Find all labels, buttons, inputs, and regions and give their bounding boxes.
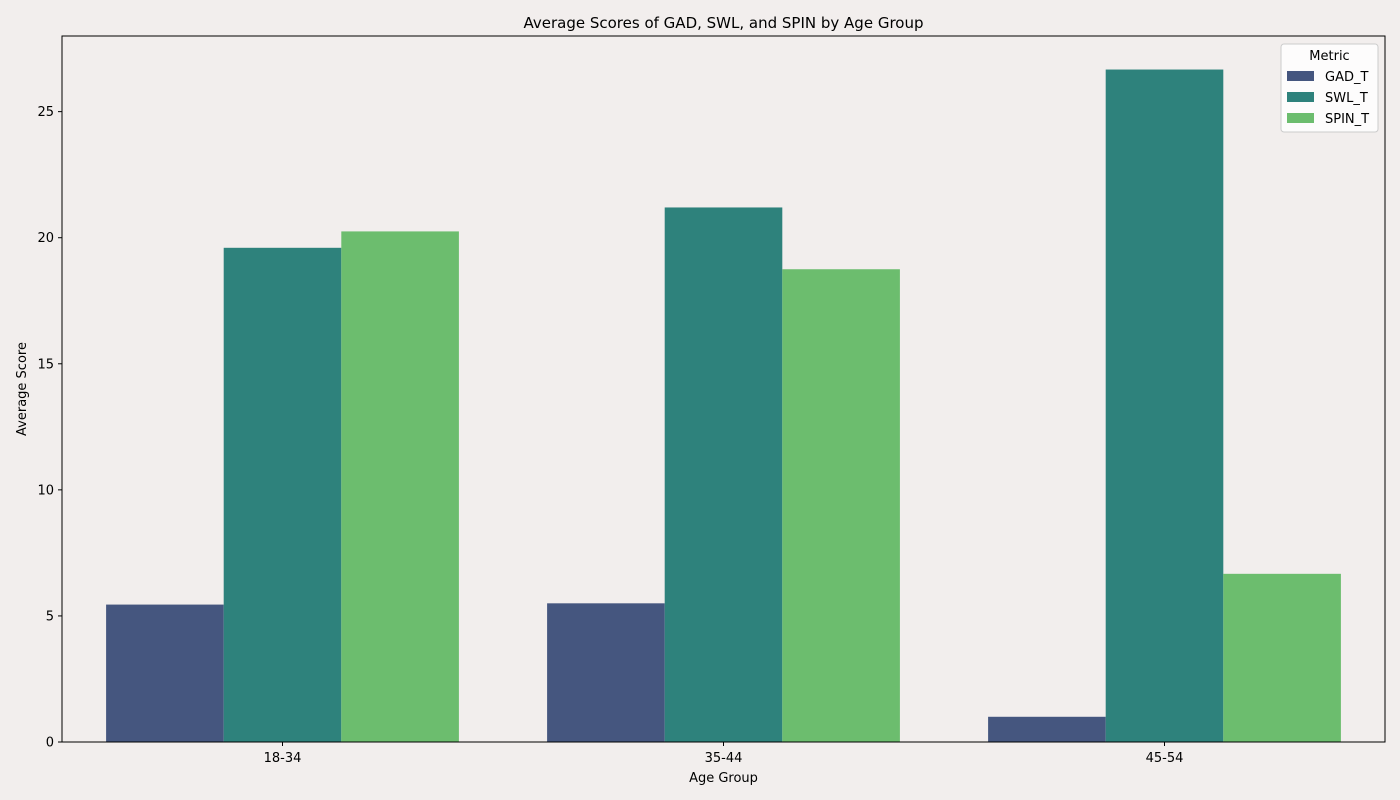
x-axis: 18-34 35-44 45-54 (264, 742, 1184, 766)
bar-spin-t-18-34 (341, 231, 459, 743)
y-tick-label: 0 (46, 736, 54, 751)
bar-gad-t-35-44 (547, 603, 665, 742)
legend: Metric GAD_T SWL_T SPIN_T (1280, 43, 1379, 133)
plot-frame (61, 35, 1386, 743)
legend-box (1280, 43, 1379, 133)
legend-label-gad-t: GAD_T (1325, 70, 1368, 85)
y-tick-label: 10 (37, 483, 54, 498)
bar-swl-t-35-44 (664, 207, 783, 742)
legend-label-swl-t: SWL_T (1325, 91, 1368, 106)
legend-swatch-swl-t (1287, 92, 1314, 102)
bar-swl-t-45-54 (1105, 69, 1224, 742)
bar-gad-t-45-54 (988, 716, 1106, 742)
y-axis-label: Average Score (15, 342, 30, 436)
legend-swatch-gad-t (1287, 71, 1314, 81)
x-tick-label: 18-34 (264, 751, 302, 766)
x-axis-label: Age Group (689, 771, 758, 786)
bar-swl-t-18-34 (223, 247, 342, 743)
bar-gad-t-18-34 (106, 604, 224, 742)
legend-swatch-spin-t (1287, 113, 1314, 123)
x-tick-label: 35-44 (705, 751, 743, 766)
bar-spin-t-45-54 (1223, 573, 1341, 742)
y-tick-label: 5 (46, 609, 54, 624)
legend-label-spin-t: SPIN_T (1325, 112, 1369, 127)
y-axis: 0 5 10 15 20 25 (37, 105, 62, 751)
y-tick-label: 25 (37, 105, 54, 120)
legend-title: Metric (1309, 49, 1349, 64)
x-tick-label: 45-54 (1146, 751, 1184, 766)
bars-group (106, 69, 1341, 743)
y-tick-label: 15 (37, 357, 54, 372)
chart-title: Average Scores of GAD, SWL, and SPIN by … (524, 14, 924, 32)
bar-spin-t-35-44 (782, 269, 900, 742)
y-tick-label: 20 (37, 231, 54, 246)
